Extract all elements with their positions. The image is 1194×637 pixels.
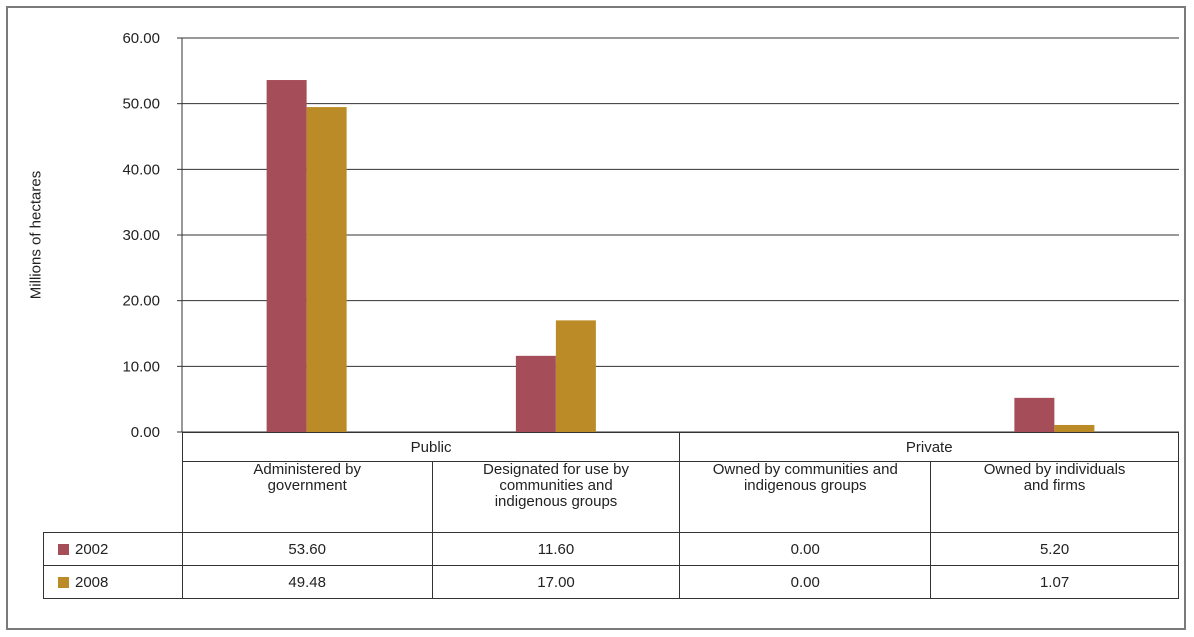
legend-2008: 2008 — [43, 565, 183, 599]
data-label: 0.00 — [679, 565, 932, 599]
y-tick-label: 60.00 — [122, 30, 160, 47]
y-tick-label: 50.00 — [122, 96, 160, 113]
bar-2002 — [266, 80, 307, 432]
legend-2002: 2002 — [43, 532, 183, 566]
category-row: Administered by government Designated fo… — [44, 461, 1179, 533]
data-label: 53.60 — [181, 532, 433, 566]
bar-2008 — [555, 320, 596, 432]
bar-2002 — [515, 355, 556, 432]
y-tick-label: 10.00 — [122, 358, 160, 375]
y-tick-label: 20.00 — [122, 293, 160, 310]
bar-2008 — [306, 107, 347, 433]
data-label: 1.07 — [930, 565, 1179, 599]
data-label: 11.60 — [431, 532, 681, 566]
data-table: Public Private Administered by governmen… — [43, 432, 1179, 599]
category-label: Administered by government — [181, 461, 433, 533]
series-row-2002: 2002 53.60 11.60 0.00 5.20 — [43, 532, 1179, 566]
data-label: 49.48 — [181, 565, 433, 599]
data-label: 5.20 — [930, 532, 1179, 566]
group-header-row: Public Private — [43, 432, 1179, 533]
bar-2008 — [1054, 424, 1095, 432]
category-label: Designated for use by communities and in… — [431, 461, 681, 533]
category-label: Owned by communities and indigenous grou… — [679, 461, 932, 533]
category-label: Owned by individuals and firms — [930, 461, 1179, 533]
group-private: Private — [679, 432, 1179, 462]
series-name: 2008 — [75, 573, 109, 591]
swatch-2002 — [58, 543, 69, 555]
table-corner — [43, 432, 183, 533]
data-label: 17.00 — [431, 565, 681, 599]
bars — [266, 80, 1095, 433]
series-row-2008: 2008 49.48 17.00 0.00 1.07 — [43, 565, 1179, 599]
y-tick-label: 30.00 — [122, 227, 160, 244]
data-label: 0.00 — [679, 532, 932, 566]
swatch-2008 — [58, 576, 69, 588]
y-axis-label: Millions of hectares — [27, 170, 45, 300]
bar-2002 — [1014, 397, 1055, 432]
series-name: 2002 — [75, 540, 109, 558]
group-public: Public — [181, 432, 681, 462]
y-tick-label: 40.00 — [122, 161, 160, 178]
